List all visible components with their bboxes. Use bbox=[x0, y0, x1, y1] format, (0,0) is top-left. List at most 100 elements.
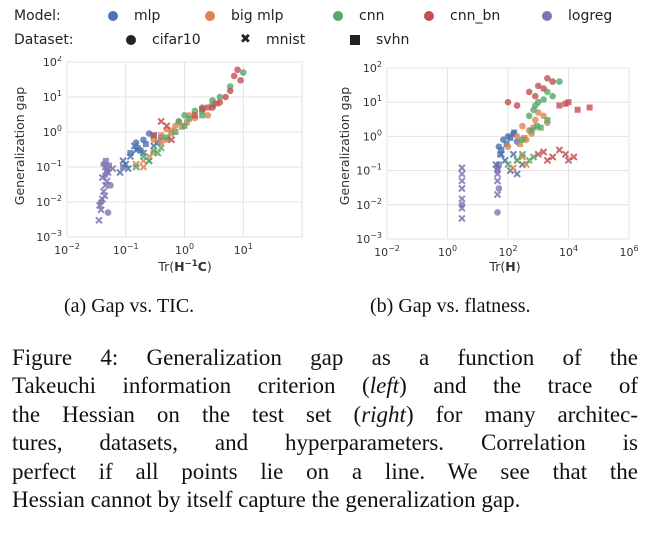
caption-text: Hessian cannot by itself capture the gen… bbox=[12, 487, 520, 512]
chart-left-point-cnn-bn-cifar10 bbox=[237, 77, 244, 84]
legend-marker-big-mlp bbox=[205, 11, 215, 21]
legend-marker-mlp bbox=[108, 11, 118, 21]
chart-right-xlabel-prefix: Tr( bbox=[488, 259, 505, 274]
chart-left-ytick-label: 102 bbox=[43, 56, 62, 69]
chart-left-point-cnn-svhn bbox=[182, 123, 188, 129]
chart-left-point-mlp-cifar10 bbox=[133, 139, 140, 146]
chart-right-point-cnn-cifar10 bbox=[549, 93, 556, 100]
chart-left-ytick-label: 10−1 bbox=[36, 159, 62, 174]
chart-right-point-logreg-cifar10 bbox=[494, 209, 501, 216]
caption-text: the Hessian on the test set ( bbox=[12, 402, 361, 427]
subcaption-right: (b) Gap vs. flatness. bbox=[370, 295, 531, 318]
chart-right-point-cnn-bn-cifar10 bbox=[505, 99, 512, 106]
legend-item-cnn: cnn bbox=[333, 8, 384, 24]
chart-right-point-logreg-cifar10 bbox=[496, 185, 503, 192]
chart-left-xtick-label: 101 bbox=[234, 242, 253, 257]
chart-left-point-big-mlp-cifar10 bbox=[205, 112, 212, 119]
chart-left-xlabel: Tr(H−1C) bbox=[157, 259, 211, 274]
chart-right-point-cnn-svhn bbox=[519, 137, 525, 143]
chart-left-point-cnn-bn-svhn bbox=[199, 106, 205, 112]
legend-marker-logreg bbox=[542, 11, 552, 21]
chart-right-point-cnn-bn-svhn bbox=[575, 107, 581, 113]
caption-italic-text: left bbox=[370, 373, 399, 398]
caption-italic-text: right bbox=[361, 402, 406, 427]
chart-right-point-cnn-bn-cifar10 bbox=[532, 93, 539, 100]
legend-item-svhn: svhn bbox=[350, 32, 409, 48]
chart-right-ylabel: Generalization gap bbox=[337, 87, 352, 205]
legend-label-cnn: cnn bbox=[359, 8, 384, 24]
chart-right-xtick-label: 106 bbox=[619, 244, 638, 259]
legend-marker-square bbox=[350, 35, 360, 45]
caption-text: perfect if all points lie on a line. We … bbox=[12, 459, 638, 484]
caption-line: Takeuchi information criterion (left) an… bbox=[12, 372, 638, 400]
chart-left-point-cnn-svhn bbox=[186, 116, 192, 122]
chart-left-point-cnn-svhn bbox=[172, 129, 178, 135]
caption-line: perfect if all points lie on a line. We … bbox=[12, 458, 638, 486]
caption-text: Figure 4: Generalization gap as a functi… bbox=[12, 345, 638, 370]
chart-left-point-cnn-bn-svhn bbox=[213, 101, 219, 107]
chart-left: 10−2 10−1 100 10110−310−210−1100101102Gener… bbox=[12, 56, 302, 274]
chart-left-point-cnn-bn-cifar10 bbox=[222, 94, 229, 101]
chart-right-ytick-label: 102 bbox=[363, 60, 382, 75]
legend-item-mlp: mlp bbox=[108, 8, 160, 24]
legend-marker-x: ✖ bbox=[240, 32, 250, 47]
chart-right-point-cnn-bn-cifar10 bbox=[540, 85, 547, 92]
legend-item-cnn-bn: cnn_bn bbox=[424, 8, 500, 24]
chart-right-point-big-mlp-cifar10 bbox=[514, 133, 521, 140]
legend-label-cnn-bn: cnn_bn bbox=[450, 8, 500, 24]
legend-marker-cnn-bn bbox=[424, 11, 434, 21]
chart-right-point-big-mlp-cifar10 bbox=[505, 143, 512, 150]
chart-right-point-cnn-bn-cifar10 bbox=[549, 78, 556, 85]
caption-line: Figure 4: Generalization gap as a functi… bbox=[12, 344, 638, 372]
chart-left-point-big-mlp-svhn bbox=[158, 132, 164, 138]
chart-left-xlabel-sup: −1 bbox=[185, 259, 198, 269]
chart-right: 10−2 100 102 104 10610−310−210−1100101102Gen… bbox=[337, 60, 639, 274]
caption-text: ) for many architec- bbox=[406, 402, 638, 427]
legend-label-mlp: mlp bbox=[134, 8, 160, 24]
caption-text: ) and the trace of bbox=[399, 373, 638, 398]
legend-marker-cnn bbox=[333, 11, 343, 21]
legend-label-logreg: logreg bbox=[568, 8, 612, 24]
chart-right-xtick-label: 10−2 bbox=[374, 244, 400, 259]
legend-label-cifar10: cifar10 bbox=[152, 32, 201, 48]
chart-left-point-cnn-cifar10 bbox=[176, 118, 183, 125]
chart-right-point-cnn-bn-svhn bbox=[563, 101, 569, 107]
chart-right-ytick-label: 10−2 bbox=[356, 197, 382, 212]
chart-right-point-logreg-cifar10 bbox=[459, 202, 466, 209]
legend-item-big-mlp: big mlp bbox=[205, 8, 284, 24]
chart-right-point-big-mlp-cifar10 bbox=[519, 123, 526, 130]
chart-left-point-logreg-cifar10 bbox=[98, 199, 105, 206]
legend-label-mnist: mnist bbox=[266, 32, 305, 48]
chart-left-point-cnn-svhn bbox=[199, 112, 205, 118]
legend-item-logreg: logreg bbox=[542, 8, 612, 24]
chart-right-point-cnn-svhn bbox=[544, 117, 550, 123]
chart-right-point-cnn-bn-svhn bbox=[556, 103, 562, 109]
chart-right-point-cnn-bn-cifar10 bbox=[514, 102, 521, 109]
chart-left-xtick-label: 10−1 bbox=[113, 242, 139, 257]
chart-left-point-cnn-bn-cifar10 bbox=[227, 88, 234, 95]
chart-right-point-mlp-svhn bbox=[498, 147, 504, 153]
caption-text: tures, datasets, and hyperparameters. Co… bbox=[12, 430, 638, 455]
chart-right-xtick-label: 102 bbox=[498, 244, 517, 259]
chart-right-ytick-label: 10−3 bbox=[356, 231, 382, 246]
legend: Model: mlp big mlp cnn cnn_bn logreg Dat… bbox=[0, 0, 646, 56]
figure-caption: Figure 4: Generalization gap as a functi… bbox=[12, 344, 638, 514]
legend-item-mnist: ✖ mnist bbox=[240, 32, 305, 48]
chart-right-ytick-label: 101 bbox=[363, 94, 382, 109]
chart-right-point-cnn-cifar10 bbox=[556, 78, 563, 85]
chart-right-point-cnn-bn-cifar10 bbox=[526, 89, 533, 96]
chart-left-point-mlp-svhn bbox=[135, 145, 141, 151]
chart-left-point-mlp-svhn bbox=[143, 141, 149, 147]
chart-left-point-cnn-bn-cifar10 bbox=[231, 73, 238, 80]
chart-right-ytick-label: 100 bbox=[363, 128, 382, 143]
caption-line: tures, datasets, and hyperparameters. Co… bbox=[12, 429, 638, 457]
chart-left-xlabel-h: H bbox=[174, 259, 184, 274]
chart-right-xlabel-suffix: ) bbox=[516, 259, 521, 274]
chart-right-point-logreg-svhn bbox=[495, 168, 501, 174]
legend-item-cifar10: cifar10 bbox=[126, 32, 201, 48]
chart-left-ytick-label: 10−3 bbox=[36, 229, 62, 244]
chart-left-point-mlp-svhn bbox=[127, 150, 133, 156]
chart-left-xlabel-c: C bbox=[198, 259, 207, 274]
chart-right-point-big-mlp-cifar10 bbox=[532, 117, 539, 124]
chart-left-point-cnn-bn-cifar10 bbox=[234, 66, 241, 73]
